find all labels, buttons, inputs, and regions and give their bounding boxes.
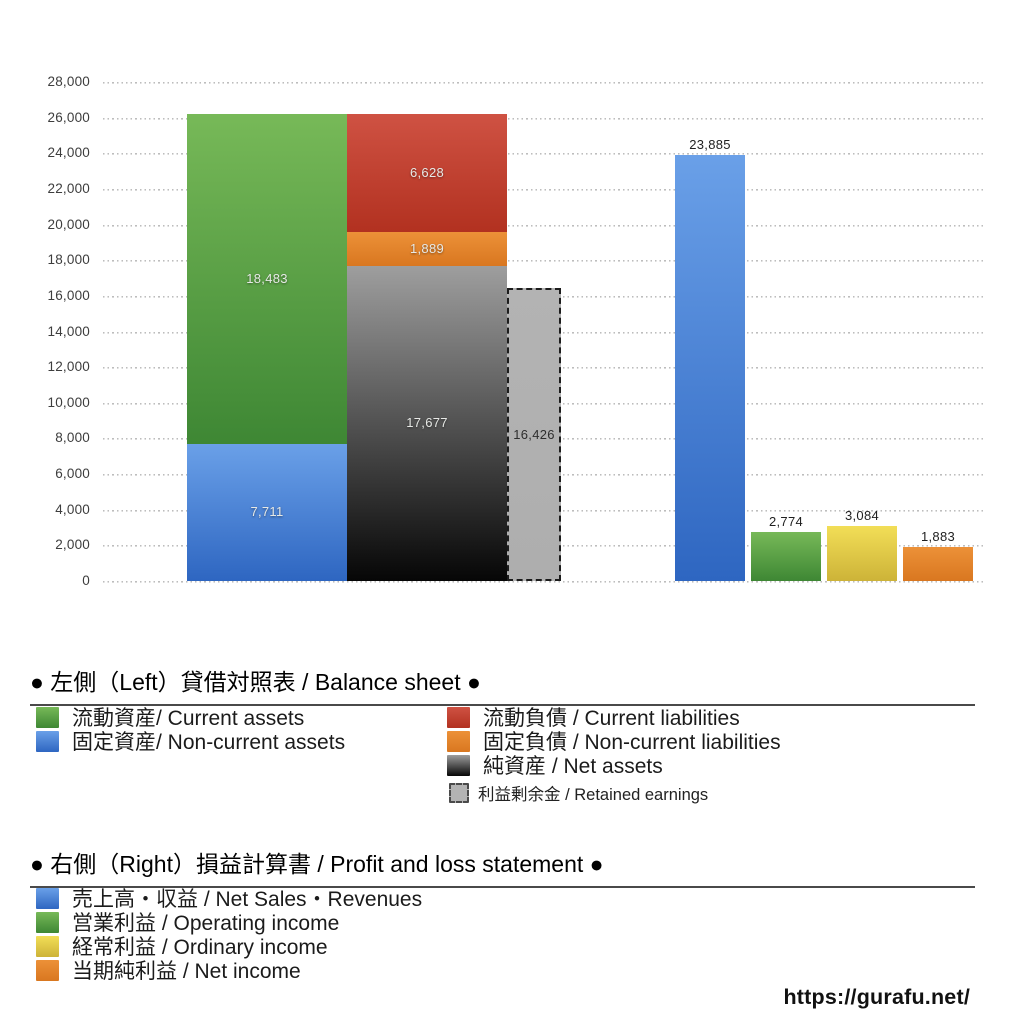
non-current-assets-value-label: 7,711 [250,504,284,520]
gridline [103,117,985,120]
y-tick-label: 2,000 [55,537,90,553]
y-tick-label: 22,000 [47,180,90,196]
ordinary-income-bar [827,526,897,581]
current-liabilities-value-label: 6,628 [409,165,445,181]
retained-earnings-value-label: 16,426 [513,426,555,442]
legend-item-label: 当期純利益 / Net income [72,960,301,983]
y-tick-label: 14,000 [47,323,90,339]
orange-swatch-icon [447,730,470,752]
legend-item-label: 流動負債 / Current liabilities [483,707,740,730]
legend-item: 純資産 / Net assets [447,753,781,778]
y-tick-label: 28,000 [47,74,90,89]
red-swatch-icon [447,706,470,728]
legend-item-label: 純資産 / Net assets [483,755,663,778]
y-tick-label: 10,000 [47,394,90,410]
y-tick-label: 16,000 [47,287,90,303]
legend-item: 固定負債 / Non-current liabilities [447,729,781,754]
non-current-liabilities-value-label: 1,889 [409,241,445,257]
gridline [103,188,985,191]
net-income-bar-value-label: 1,883 [920,529,956,545]
legend-item-label: 固定負債 / Non-current liabilities [483,731,781,754]
net-sales-bar [675,155,745,581]
legend-item-label: 経常利益 / Ordinary income [72,936,328,959]
legend-item-label: 固定資産/ Non-current assets [72,731,346,754]
current-assets-segment [187,114,347,444]
orangeDeep-swatch-icon [36,959,59,981]
balance-sheet-legend-col1: 流動資産/ Current assets 固定資産/ Non-current as… [36,705,346,754]
legend-item-label: 営業利益 / Operating income [72,912,340,935]
gridline [103,581,985,583]
net-sales-bar-value-label: 23,885 [689,137,731,153]
legend-item: 流動資産/ Current assets [36,705,345,730]
current-assets-value-label: 18,483 [246,270,288,286]
retained-earnings-segment [507,288,561,581]
legend-item-label: 利益剰余金 / Retained earnings [478,786,709,804]
net-income-bar [903,547,973,581]
blue-swatch-icon [36,730,59,752]
legend-item: 当期純利益 / Net income [36,958,422,983]
balance-sheet-legend-col2: 流動負債 / Current liabilities 固定負債 / Non-cur… [447,705,781,806]
bar-chart: 0 2,000 4,000 6,000 8,000 10,000 12,000 14,000 1… [47,74,985,588]
net-assets-value-label: 17,677 [406,415,448,431]
y-tick-label: 24,000 [47,145,90,161]
legend-item: 経常利益 / Ordinary income [36,934,422,959]
blue-swatch-icon [36,887,59,909]
green-swatch-icon [36,911,59,933]
legend-item: 固定資産/ Non-current assets [36,729,346,754]
legend-item-label: 売上高・収益 / Net Sales・Revenues [72,888,423,911]
y-tick-label: 20,000 [47,216,90,232]
y-tick-label: 18,000 [47,252,90,268]
operating-income-bar-value-label: 2,774 [768,513,804,529]
gridline [103,153,985,156]
legend-item: 流動負債 / Current liabilities [447,705,781,730]
netAssets-swatch-icon [447,754,470,776]
current-liabilities-segment [347,114,507,233]
net-assets-segment [347,265,507,581]
legend-item-label: 流動資産/ Current assets [72,707,305,730]
site-url-watermark: https://gurafu.net/ [783,985,970,1009]
yellow-swatch-icon [36,935,59,957]
ordinary-income-bar-value-label: 3,084 [844,508,880,524]
y-tick-label: 26,000 [47,109,90,125]
non-current-liabilities-segment [347,232,507,266]
operating-income-bar [751,531,821,581]
retained-swatch-icon [449,783,469,803]
gridline [103,260,985,263]
legend-item: 営業利益 / Operating income [36,910,422,935]
profit-loss-section-title: ● 右側（Right）損益計算書 / Profit and loss state… [30,845,975,888]
y-tick-label: 8,000 [55,430,90,446]
balance-sheet-section-title: ● 左側（Left）貸借対照表 / Balance sheet ● [30,663,975,706]
y-tick-label: 4,000 [55,501,90,517]
legend-item: 利益剰余金 / Retained earnings [447,777,781,806]
profit-loss-legend-col1: 売上高・収益 / Net Sales・Revenues 営業利益 / Operat… [36,886,423,983]
y-tick-label: 12,000 [47,359,90,375]
legend-item: 売上高・収益 / Net Sales・Revenues [36,886,423,911]
y-tick-label: 0 [82,573,90,588]
green-swatch-icon [36,706,59,728]
non-current-assets-segment [187,443,347,581]
y-tick-label: 6,000 [55,466,90,482]
gridline [103,82,985,84]
gridline [103,224,985,227]
